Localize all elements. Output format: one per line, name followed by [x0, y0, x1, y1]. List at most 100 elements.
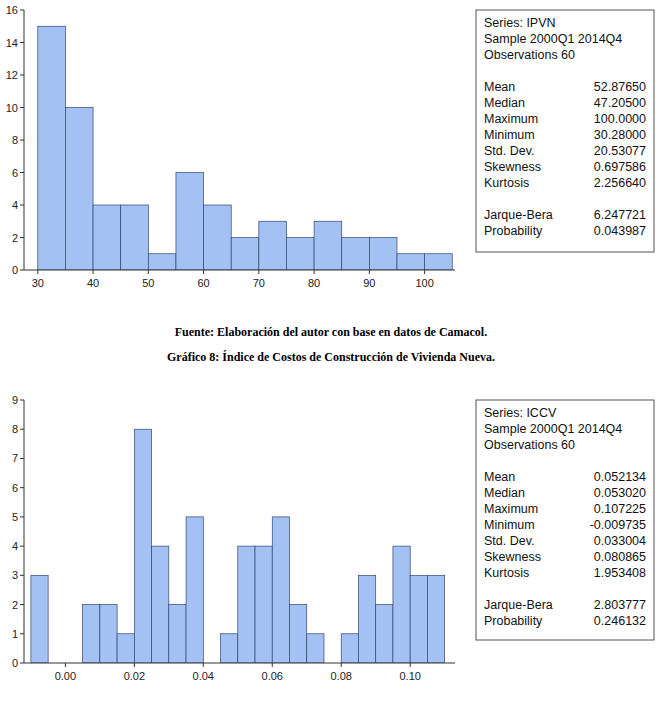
y-tick: [20, 270, 24, 271]
x-tick-label: 0.04: [193, 670, 214, 682]
x-tick-label: 70: [253, 277, 265, 289]
stats-value: 0.107225: [594, 502, 646, 516]
x-tick: [272, 663, 273, 667]
title: Gráfico 8: Índice de Costos de Construcc…: [167, 350, 495, 364]
stats-box: [476, 400, 654, 640]
x-tick: [314, 270, 315, 274]
bar: [255, 546, 272, 663]
x-tick: [134, 663, 135, 667]
y-tick: [20, 663, 24, 664]
stats-header: Series: IPVN: [484, 16, 556, 30]
bar: [307, 634, 324, 663]
y-tick: [20, 516, 24, 517]
stats-value: 0.080865: [594, 550, 646, 564]
bar: [93, 205, 121, 270]
test-value: 0.043987: [594, 224, 646, 238]
stats-value: 0.053020: [594, 486, 646, 500]
bar: [342, 238, 370, 271]
stats-value: -0.009735: [590, 518, 646, 532]
x-tick: [424, 270, 425, 274]
stats-value: 0.052134: [594, 470, 646, 484]
stats-value: 0.697586: [594, 160, 646, 174]
x-tick-label: 0.08: [331, 670, 352, 682]
y-tick-label: 8: [12, 134, 18, 146]
y-tick: [20, 172, 24, 173]
stats-value: 30.28000: [594, 128, 646, 142]
y-tick-label: 8: [12, 423, 18, 435]
y-tick-label: 6: [12, 167, 18, 179]
source: Fuente: Elaboración del autor con base e…: [175, 325, 487, 339]
stats-value: 2.256640: [594, 176, 646, 190]
bar: [221, 634, 238, 663]
chart: 024681012141630405060708090100Series: IP…: [6, 4, 654, 339]
y-tick: [20, 140, 24, 141]
x-tick-label: 60: [197, 277, 209, 289]
y-tick-label: 12: [6, 69, 18, 81]
bar: [358, 575, 375, 663]
y-tick: [20, 205, 24, 206]
y-tick-label: 5: [12, 511, 18, 523]
stats-label: Std. Dev.: [484, 534, 534, 548]
stats-value: 20.53077: [594, 144, 646, 158]
y-tick: [20, 75, 24, 76]
stats-value: 47.20500: [594, 96, 646, 110]
stats-label: Maximum: [484, 502, 538, 516]
bars: [38, 26, 452, 270]
bar: [186, 517, 203, 663]
y-tick-label: 2: [12, 599, 18, 611]
x-axis: [24, 663, 455, 664]
chart: 01234567890.000.020.040.060.080.10Series…: [12, 350, 654, 682]
stats-label: Minimum: [484, 518, 535, 532]
bar: [83, 605, 100, 663]
y-tick-label: 0: [12, 657, 18, 669]
bar: [259, 221, 287, 270]
y-tick: [20, 546, 24, 547]
bar: [134, 429, 151, 663]
y-tick-label: 4: [12, 540, 18, 552]
x-tick: [37, 270, 38, 274]
x-tick-label: 0.06: [262, 670, 283, 682]
x-tick-label: 0.10: [399, 670, 420, 682]
y-tick-label: 0: [12, 264, 18, 276]
y-tick: [20, 575, 24, 576]
y-tick-label: 14: [6, 37, 18, 49]
bar: [425, 254, 453, 270]
x-tick: [258, 270, 259, 274]
bar: [169, 605, 186, 663]
test-label: Probability: [484, 614, 543, 628]
bar: [376, 605, 393, 663]
stats-value: 1.953408: [594, 566, 646, 580]
stats-label: Minimum: [484, 128, 535, 142]
y-tick: [20, 400, 24, 401]
y-tick-label: 9: [12, 394, 18, 406]
test-value: 0.246132: [594, 614, 646, 628]
y-tick: [20, 487, 24, 488]
bar: [100, 605, 117, 663]
bar: [238, 546, 255, 663]
bar: [393, 546, 410, 663]
test-label: Jarque-Bera: [484, 598, 553, 612]
x-tick-label: 0.02: [124, 670, 145, 682]
bar: [65, 108, 93, 271]
bar: [117, 634, 134, 663]
y-tick: [20, 458, 24, 459]
y-tick-label: 10: [6, 102, 18, 114]
bar: [176, 173, 204, 271]
y-tick: [20, 633, 24, 634]
bar: [397, 254, 425, 270]
x-tick: [410, 663, 411, 667]
bar: [289, 605, 306, 663]
stats-header: Observations 60: [484, 438, 575, 452]
y-tick-label: 16: [6, 4, 18, 16]
stats-label: Maximum: [484, 112, 538, 126]
x-tick-label: 50: [142, 277, 154, 289]
x-axis: [24, 270, 455, 271]
stats-value: 52.87650: [594, 80, 646, 94]
y-tick: [20, 604, 24, 605]
x-tick-label: 40: [87, 277, 99, 289]
x-tick: [203, 663, 204, 667]
x-tick-label: 80: [308, 277, 320, 289]
bar: [369, 238, 397, 271]
test-label: Probability: [484, 224, 543, 238]
y-tick: [20, 10, 24, 11]
